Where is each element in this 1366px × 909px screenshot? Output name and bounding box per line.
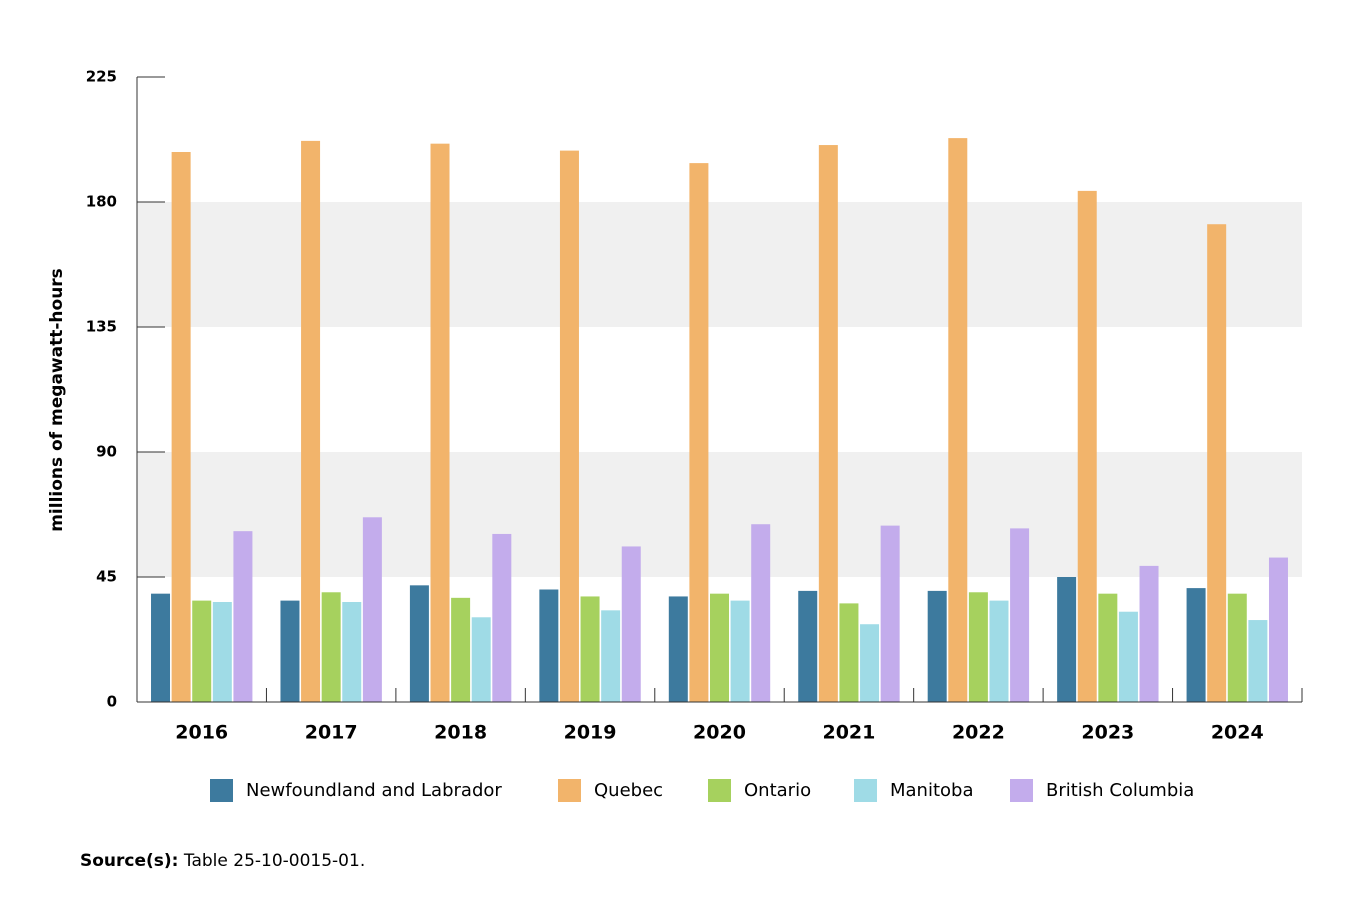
bar <box>342 602 362 702</box>
legend-label: Quebec <box>594 780 663 801</box>
bar <box>601 610 621 702</box>
bar <box>1057 577 1077 702</box>
bar <box>1248 620 1268 702</box>
bar <box>151 593 171 702</box>
legend-label: Newfoundland and Labrador <box>246 780 502 801</box>
bar <box>751 524 771 702</box>
bar <box>362 517 382 702</box>
legend-label: Manitoba <box>890 780 974 801</box>
x-tick-label: 2020 <box>693 722 746 744</box>
source: Source(s): Table 25-10-0015-01. <box>80 851 365 871</box>
bar <box>689 163 709 703</box>
legend-swatch <box>708 779 731 802</box>
legend-label: British Columbia <box>1046 780 1194 801</box>
bar <box>860 624 880 702</box>
bar <box>192 600 212 702</box>
bar <box>1207 224 1227 702</box>
bar <box>1118 611 1138 702</box>
bar <box>1268 557 1288 702</box>
bar <box>1010 528 1030 702</box>
bar <box>839 603 859 702</box>
bar <box>710 593 729 702</box>
y-tick-label: 90 <box>96 443 117 461</box>
x-tick-label: 2017 <box>305 722 358 744</box>
bar <box>927 590 947 702</box>
legend-swatch <box>558 779 581 802</box>
x-tick-label: 2019 <box>564 722 617 744</box>
legend-label: Ontario <box>744 780 811 801</box>
bar <box>1077 190 1097 702</box>
bar <box>430 143 450 702</box>
bar <box>798 590 818 702</box>
legend-swatch <box>210 779 233 802</box>
bar <box>621 546 641 702</box>
bar <box>880 525 900 702</box>
legend-swatch <box>854 779 877 802</box>
source-label: Source(s): <box>80 851 178 871</box>
bar <box>321 592 341 702</box>
bar <box>409 585 429 702</box>
bar <box>1227 593 1247 702</box>
bar <box>559 150 579 703</box>
y-axis-label: millions of megawatt-hours <box>47 268 67 532</box>
grid-band <box>137 452 1302 577</box>
bar <box>1139 565 1159 702</box>
x-tick-label: 2022 <box>952 722 1005 744</box>
bar <box>968 592 988 702</box>
y-tick-label: 225 <box>86 68 117 86</box>
bar <box>1186 588 1206 702</box>
bar <box>580 596 600 702</box>
x-tick-label: 2018 <box>434 722 487 744</box>
bar <box>989 600 1009 702</box>
source-text: Table 25-10-0015-01. <box>183 851 365 871</box>
bar <box>171 152 191 702</box>
x-tick-label: 2024 <box>1211 722 1264 744</box>
bar <box>280 600 300 702</box>
x-tick-label: 2016 <box>175 722 228 744</box>
y-tick-label: 180 <box>86 193 117 211</box>
bar <box>539 589 559 702</box>
bar <box>471 617 491 702</box>
bar <box>948 138 968 703</box>
bar <box>233 531 253 702</box>
bar <box>212 602 232 702</box>
bar <box>301 140 321 702</box>
y-tick-label: 0 <box>107 693 117 711</box>
bar <box>818 145 838 703</box>
y-tick-label: 135 <box>86 318 117 336</box>
y-tick-label: 45 <box>96 568 117 586</box>
bar <box>1098 593 1118 702</box>
grid-band <box>137 202 1302 327</box>
bar <box>668 596 688 702</box>
x-tick-label: 2023 <box>1081 722 1134 744</box>
legend-swatch <box>1010 779 1033 802</box>
bar <box>451 597 471 702</box>
bar <box>730 600 750 702</box>
x-tick-label: 2021 <box>822 722 875 744</box>
bar <box>492 533 512 702</box>
